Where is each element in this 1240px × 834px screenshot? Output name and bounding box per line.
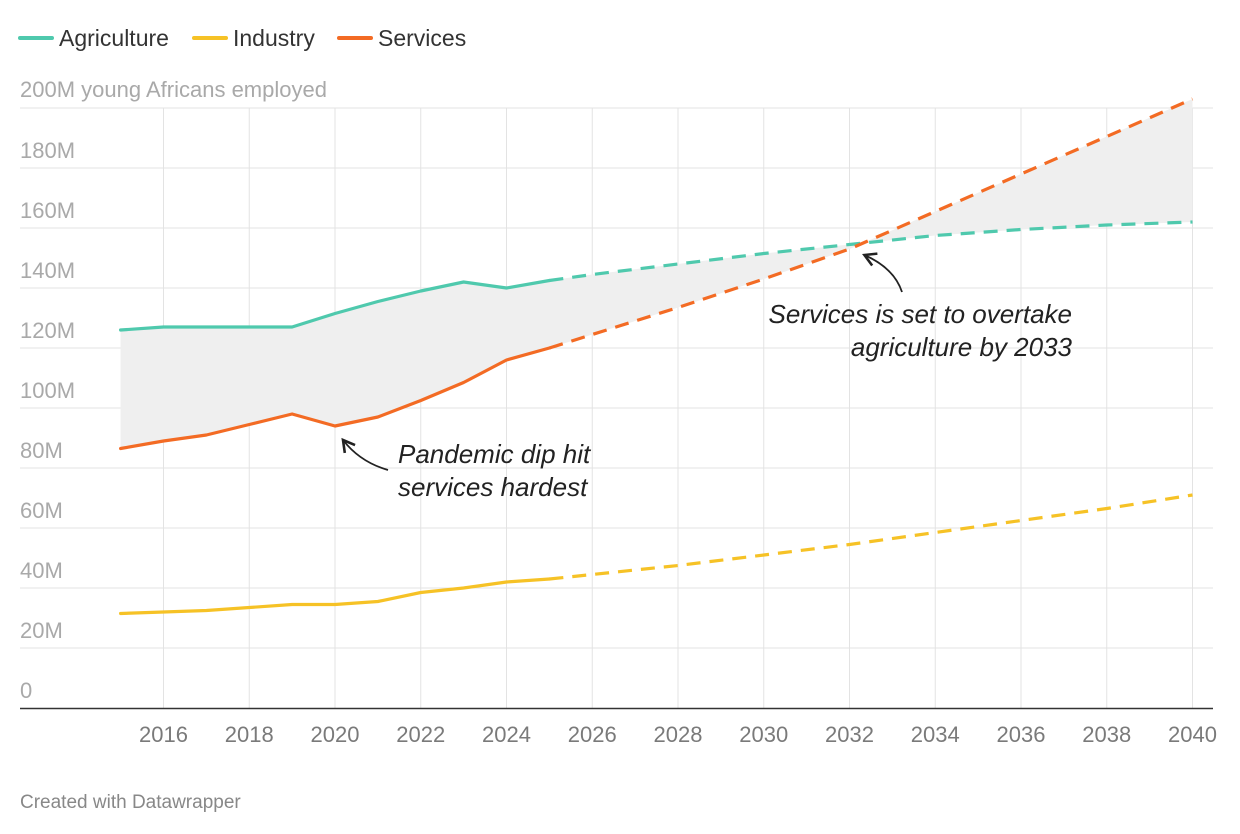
y-tick-label: 60M bbox=[20, 498, 63, 523]
legend-label-industry: Industry bbox=[233, 25, 315, 51]
annotation-pandemic-text: services hardest bbox=[398, 472, 589, 502]
legend-label-services: Services bbox=[378, 25, 466, 51]
x-tick-label: 2022 bbox=[396, 722, 445, 747]
legend-label-agriculture: Agriculture bbox=[59, 25, 169, 51]
agriculture-line-actual bbox=[118, 278, 552, 332]
footer-credit: Created with Datawrapper bbox=[20, 792, 241, 813]
agriculture-line-projection bbox=[549, 220, 1193, 283]
series-lines bbox=[118, 97, 1194, 616]
services-line-projection bbox=[548, 97, 1194, 350]
x-tick-label: 2032 bbox=[825, 722, 874, 747]
y-tick-label: 140M bbox=[20, 258, 75, 283]
y-axis-ticks: 0 20M 40M 60M 80M 100M 120M 140M 160M 180M bbox=[20, 138, 75, 703]
annotation-pandemic-text: Pandemic dip hit bbox=[398, 439, 592, 469]
y-axis-label: 200M young Africans employed bbox=[20, 77, 327, 102]
x-tick-label: 2038 bbox=[1082, 722, 1131, 747]
gap-shading bbox=[120, 99, 1193, 449]
y-tick-label: 80M bbox=[20, 438, 63, 463]
x-axis-ticks: 2016 2018 2020 2022 2024 2026 2028 2030 2032 2034… bbox=[139, 722, 1217, 747]
x-tick-label: 2028 bbox=[654, 722, 703, 747]
y-tick-label: 20M bbox=[20, 618, 63, 643]
x-tick-label: 2034 bbox=[911, 722, 960, 747]
legend: Agriculture Industry Services bbox=[18, 25, 466, 51]
y-tick-label: 40M bbox=[20, 558, 63, 583]
annotation-overtake-text: Services is set to overtake bbox=[769, 299, 1072, 329]
y-tick-label: 180M bbox=[20, 138, 75, 163]
annotation-overtake-text: agriculture by 2033 bbox=[851, 332, 1073, 362]
annotation-overtake-arrow bbox=[862, 252, 903, 293]
x-tick-label: 2030 bbox=[739, 722, 788, 747]
x-tick-label: 2026 bbox=[568, 722, 617, 747]
services-line-actual bbox=[118, 346, 552, 451]
y-tick-label: 0 bbox=[20, 678, 32, 703]
y-tick-label: 120M bbox=[20, 318, 75, 343]
x-tick-label: 2020 bbox=[311, 722, 360, 747]
y-tick-label: 160M bbox=[20, 198, 75, 223]
x-tick-label: 2016 bbox=[139, 722, 188, 747]
x-tick-label: 2018 bbox=[225, 722, 274, 747]
x-tick-label: 2036 bbox=[997, 722, 1046, 747]
x-tick-label: 2040 bbox=[1168, 722, 1217, 747]
gap-area bbox=[120, 99, 1193, 449]
annotation-pandemic-arrow bbox=[341, 437, 389, 471]
x-tick-label: 2024 bbox=[482, 722, 531, 747]
industry-line-actual bbox=[118, 577, 552, 616]
y-tick-label: 100M bbox=[20, 378, 75, 403]
industry-line-projection bbox=[549, 493, 1193, 581]
